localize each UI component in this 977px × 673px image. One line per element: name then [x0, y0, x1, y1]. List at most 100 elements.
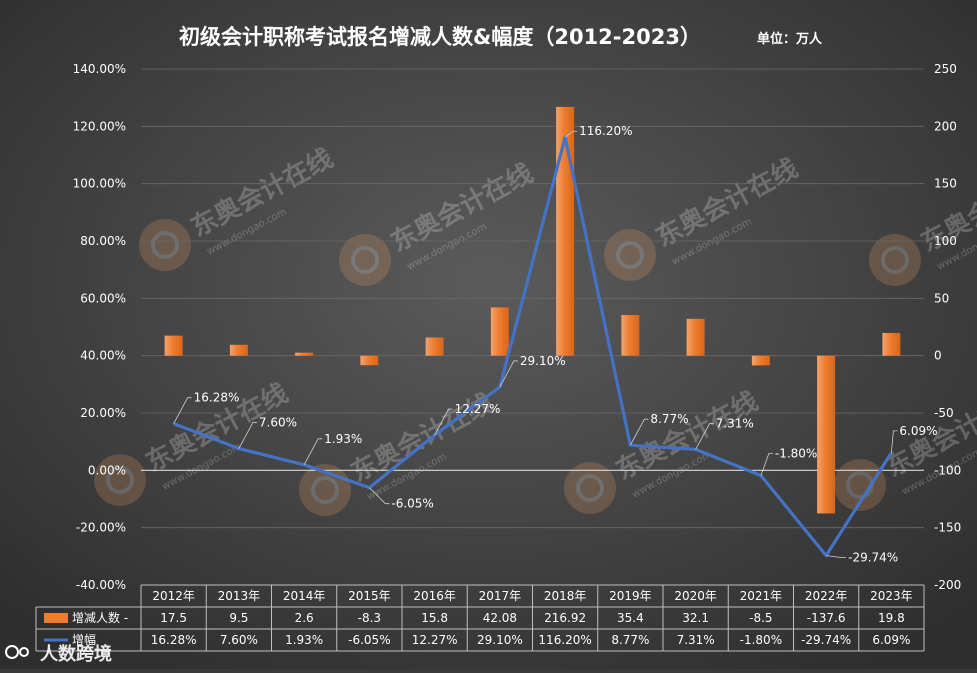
watermark-logo-ring: [351, 246, 379, 274]
table-value-cell: 116.20%: [538, 633, 591, 647]
bar-2012年: [164, 335, 183, 356]
left-tick-label: -40.00%: [76, 578, 126, 592]
line-data-label: 7.31%: [716, 416, 754, 430]
table-value-cell: -1.80%: [740, 633, 782, 647]
data-label-leader: [173, 397, 192, 424]
right-tick-label: 150: [934, 177, 957, 191]
data-table: 2012年 17.5 16.28% 2013年 9.5 7.60% 2014年 2.6 1.93…: [35, 584, 925, 652]
chart-title: 初级会计职称考试报名增减人数&幅度（2012-2023）: [179, 25, 701, 49]
right-tick-label: 50: [934, 291, 949, 305]
table-header-cell: 2019年: [609, 589, 652, 603]
line-series: [173, 135, 893, 558]
left-tick-label: 100.00%: [73, 177, 126, 191]
line-data-label: -6.05%: [391, 497, 433, 511]
table-value-cell: 1.93%: [285, 633, 323, 647]
line-data-label: 6.09%: [899, 424, 937, 438]
table-value-cell: -137.6: [807, 611, 846, 625]
table-header-cell: 2015年: [348, 589, 391, 603]
left-tick-label: 80.00%: [80, 234, 126, 248]
right-tick-label: -50: [934, 406, 954, 420]
table-value-cell: 216.92: [544, 611, 586, 625]
line-data-label: -1.80%: [775, 446, 817, 460]
data-label-leader: [499, 360, 518, 388]
line-data-label: 16.28%: [194, 391, 240, 405]
left-axis-ticks: -40.00% -20.00% 0.00% 20.00% 40.00% 60.00% 80.…: [73, 62, 126, 592]
watermark-logo-ring: [311, 476, 339, 504]
bar-2015年: [360, 355, 379, 366]
left-tick-label: 140.00%: [73, 62, 126, 76]
watermark-logo: [339, 234, 391, 286]
right-tick-label: 100: [934, 234, 957, 248]
table-value-cell: 42.08: [483, 611, 517, 625]
left-tick-label: -20.00%: [76, 521, 126, 535]
watermark-logo-ring: [616, 241, 644, 269]
bar-2019年: [621, 315, 640, 356]
watermark-logo: [564, 462, 616, 514]
line-data-labels: 16.28% 7.60% 1.93% -6.05% 12.27% 29.10% 116.20…: [173, 124, 938, 565]
watermark-logo-ring: [576, 474, 604, 502]
table-value-cell: 32.1: [682, 611, 709, 625]
line-data-label: -29.74%: [848, 551, 898, 565]
table-value-cell: -8.3: [358, 611, 381, 625]
bar-2018年: [556, 106, 575, 356]
left-tick-label: 40.00%: [80, 349, 126, 363]
line-data-label: 7.60%: [259, 416, 297, 430]
table-header-cell: 2023年: [870, 589, 913, 603]
table-value-cell: 2.6: [295, 611, 314, 625]
table-value-cell: -6.05%: [348, 633, 390, 647]
table-value-cell: 7.31%: [677, 633, 715, 647]
right-tick-label: -150: [934, 521, 961, 535]
watermark-logo-ring: [151, 231, 179, 259]
table-value-cell: 35.4: [617, 611, 644, 625]
bar-2017年: [490, 307, 509, 356]
left-tick-label: 120.00%: [73, 119, 126, 133]
data-label-leader: [826, 555, 847, 558]
table-value-cell: 7.60%: [220, 633, 258, 647]
left-tick-label: 0.00%: [88, 463, 126, 477]
right-tick-label: -200: [934, 578, 961, 592]
table-header-cell: 2013年: [218, 589, 261, 603]
bar-2023年: [882, 332, 901, 356]
line-data-label: 29.10%: [520, 354, 566, 368]
line-data-label: 12.27%: [455, 402, 501, 416]
watermark-logo-ring: [881, 246, 909, 274]
table-value-cell: -29.74%: [801, 633, 851, 647]
watermark-logo: [94, 454, 146, 506]
watermark-logo-ring: [106, 466, 134, 494]
corner-logo-text: 人数跨境: [40, 643, 112, 665]
line-data-label: 8.77%: [650, 412, 688, 426]
corner-logo: 人数跨境: [5, 643, 112, 665]
bar-2013年: [229, 344, 248, 356]
legend-key-增减人数: [44, 613, 68, 623]
legend-label-增幅: 增幅: [72, 632, 96, 647]
legend-label-增减人数: 增减人数 -: [72, 610, 128, 625]
bar-series: [164, 106, 901, 514]
watermark-logo: [834, 459, 886, 511]
table-header-cell: 2020年: [674, 589, 717, 603]
table-value-cell: 12.27%: [412, 633, 458, 647]
watermark-logo: [604, 229, 656, 281]
bar-2020年: [686, 318, 705, 356]
bar-2021年: [751, 355, 770, 366]
data-label-leader: [695, 422, 714, 450]
table-value-cell: 9.5: [229, 611, 248, 625]
right-tick-label: 0: [934, 349, 942, 363]
series-line-增幅: [173, 135, 893, 558]
bar-2014年: [295, 352, 314, 356]
watermark-logo: [139, 219, 191, 271]
right-axis-ticks: -200 -150 -100 -50 0 50 100 150 200 250: [934, 62, 961, 592]
bar-2016年: [425, 337, 444, 356]
table-header-cell: 2021年: [740, 589, 783, 603]
table-value-cell: 15.8: [421, 611, 448, 625]
left-tick-label: 20.00%: [80, 406, 126, 420]
data-label-leader: [303, 438, 323, 465]
data-label-leader: [238, 422, 257, 449]
table-header-cell: 2014年: [283, 589, 326, 603]
data-label-leader: [369, 487, 390, 505]
table-header-cell: 2017年: [479, 589, 522, 603]
table-header-cell: 2022年: [805, 589, 848, 603]
table-header-cell: 2016年: [413, 589, 456, 603]
